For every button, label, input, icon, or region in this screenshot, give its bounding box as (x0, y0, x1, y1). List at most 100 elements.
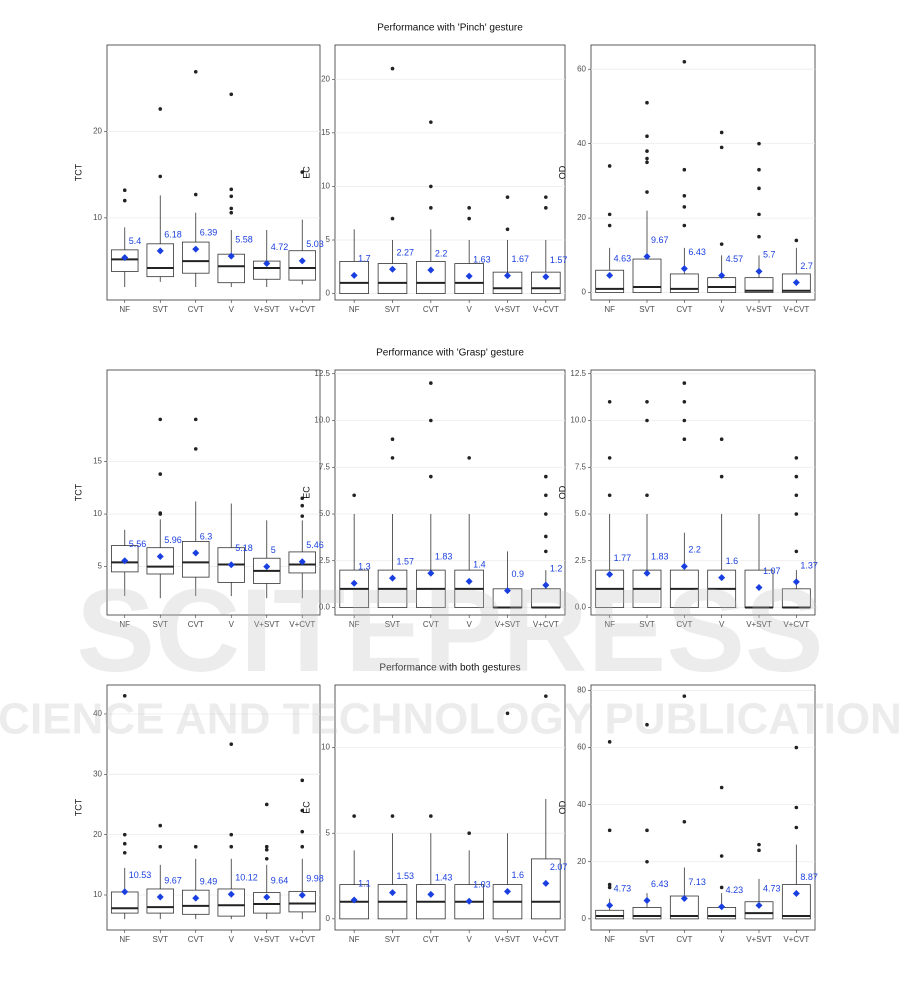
x-tick-label: SVT (639, 935, 655, 944)
outlier (645, 190, 649, 194)
x-tick-label: CVT (423, 305, 439, 314)
y-tick-label: 10.0 (570, 416, 586, 425)
y-tick-label: 5.0 (575, 509, 587, 518)
box (707, 277, 737, 293)
outlier (429, 474, 433, 479)
box (744, 277, 774, 293)
mean-point (542, 879, 550, 887)
row-title: Performance with 'Pinch' gesture (377, 23, 523, 34)
mean-label: 2.07 (550, 862, 568, 872)
outlier (158, 511, 163, 515)
mean-point (718, 272, 726, 280)
mean-label: 2.2 (435, 248, 448, 258)
outlier (505, 227, 510, 232)
mean-label: 9.67 (651, 235, 669, 245)
outlier (794, 745, 799, 750)
mean-point (542, 581, 550, 589)
box (146, 888, 174, 914)
mean-label: 1.77 (614, 553, 632, 563)
mean-label: 1.07 (763, 566, 781, 576)
mean-label: 1.03 (473, 880, 491, 890)
outlier (264, 856, 269, 861)
outlier (682, 167, 687, 172)
y-tick-label: 10 (321, 182, 330, 191)
mean-point (465, 897, 473, 905)
outlier (645, 399, 649, 404)
box (781, 884, 811, 920)
y-tick-label: 0 (326, 289, 331, 298)
x-tick-label: V+SVT (254, 620, 280, 629)
mean-label: 1.57 (397, 557, 415, 567)
x-tick-label: NF (119, 305, 130, 314)
outlier (757, 842, 761, 847)
outlier (429, 381, 433, 385)
outlier (794, 512, 799, 516)
outlier (607, 740, 612, 744)
mean-point (227, 890, 235, 898)
row-title: Performance with 'Grasp' gesture (376, 348, 524, 359)
mean-label: 5.46 (306, 540, 324, 550)
panel (590, 44, 816, 301)
outlier (682, 205, 687, 209)
outlier (229, 194, 234, 199)
outlier (390, 814, 395, 818)
x-tick-label: V+CVT (533, 620, 559, 629)
x-tick-label: CVT (188, 935, 204, 944)
y-axis-label: EC (301, 801, 311, 814)
outlier (229, 92, 234, 97)
outlier (757, 186, 761, 191)
outlier (544, 694, 548, 698)
outlier (300, 170, 305, 174)
mean-label: 10.53 (129, 870, 152, 880)
mean-label: 9.49 (200, 876, 218, 886)
outlier (122, 850, 127, 855)
mean-label: 1.6 (512, 870, 525, 880)
outlier (122, 188, 127, 193)
mean-label: 6.18 (164, 229, 182, 239)
mean-label: 8.87 (800, 872, 818, 882)
x-tick-label: SVT (152, 935, 168, 944)
y-tick-label: 20 (577, 857, 586, 866)
box (288, 890, 316, 913)
outlier (719, 854, 724, 858)
outlier (757, 848, 761, 853)
mean-label: 2.7 (800, 261, 813, 271)
x-tick-label: V (229, 305, 235, 314)
outlier (794, 805, 799, 810)
mean-point (606, 271, 614, 279)
y-tick-label: 12.5 (570, 369, 586, 378)
x-tick-label: V (229, 620, 235, 629)
outlier (645, 828, 649, 833)
mean-point (192, 245, 200, 253)
outlier (467, 456, 471, 460)
outlier (229, 187, 234, 192)
mean-label: 10.12 (235, 873, 258, 883)
mean-label: 5.4 (129, 236, 142, 246)
outlier (300, 514, 305, 518)
mean-label: 5.56 (129, 539, 147, 549)
outlier (122, 198, 127, 203)
y-axis-label: OD (557, 485, 567, 499)
mean-point (718, 574, 726, 582)
outlier (794, 456, 799, 460)
y-tick-label: 15 (321, 128, 330, 137)
outlier (122, 694, 127, 698)
y-tick-label: 20 (577, 213, 586, 222)
y-tick-label: 10.0 (314, 416, 330, 425)
x-tick-label: V+CVT (783, 305, 809, 314)
mean-point (263, 563, 271, 571)
outlier (505, 711, 510, 716)
x-tick-label: CVT (676, 620, 692, 629)
mean-label: 1.6 (726, 556, 739, 566)
outlier (645, 149, 649, 153)
mean-label: 4.63 (614, 254, 632, 264)
y-tick-label: 40 (93, 709, 102, 718)
outlier (300, 808, 305, 813)
outlier (682, 694, 687, 698)
outlier (607, 493, 612, 498)
mean-label: 1.83 (435, 552, 453, 562)
outlier (158, 417, 163, 422)
outlier (158, 107, 163, 111)
mean-label: 9.64 (271, 876, 289, 886)
outlier (794, 238, 799, 243)
